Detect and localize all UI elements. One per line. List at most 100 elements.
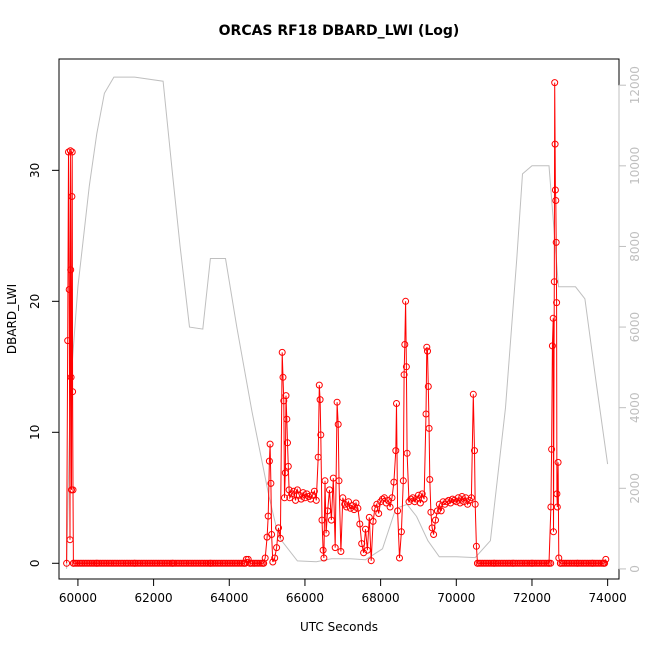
primary-series-point (428, 524, 436, 532)
primary-series-point (416, 499, 424, 507)
y-axis: 0 10 20 30 (28, 163, 60, 567)
secondary-series-layer (66, 76, 609, 569)
primary-series-point (314, 453, 322, 461)
primary-series-point (394, 507, 402, 515)
primary-series-point (409, 494, 417, 502)
x-tick-label: 66000 (286, 591, 324, 605)
primary-series-point (265, 457, 273, 465)
primary-series-point (283, 415, 291, 423)
primary-series-point (424, 383, 432, 390)
primary-series-point (334, 420, 342, 428)
primary-series-point (316, 396, 324, 404)
primary-series-point (471, 500, 479, 508)
secondary-series-line (66, 76, 609, 569)
primary-series-point (550, 278, 558, 286)
primary-series-point (267, 479, 275, 487)
primary-series-point (317, 431, 325, 439)
primary-series-point (329, 474, 337, 482)
primary-series-point (415, 491, 422, 499)
primary-series-point (548, 342, 556, 350)
y-tick-label: 20 (28, 294, 42, 309)
x-tick-label: 70000 (437, 591, 475, 605)
primary-series-point (452, 498, 460, 506)
primary-series-point (67, 266, 75, 274)
primary-series-point (553, 299, 561, 307)
primary-series-point (388, 494, 396, 502)
primary-series-point (371, 504, 379, 512)
primary-series-point (331, 544, 339, 552)
primary-series-point (402, 297, 410, 305)
primary-series-point (273, 544, 281, 552)
primary-series-point (464, 500, 472, 508)
primary-series-point (284, 439, 291, 447)
x-tick-label: 74000 (589, 591, 627, 605)
primary-series-point (392, 447, 400, 455)
primary-series-point (426, 476, 434, 483)
primary-series-point (319, 546, 327, 554)
primary-series-point (403, 449, 411, 457)
primary-series-point (63, 559, 71, 567)
primary-series-point (456, 499, 464, 507)
primary-series-point (337, 548, 345, 555)
primary-series-point (422, 410, 430, 418)
primary-series-line (66, 82, 607, 564)
primary-series-point (365, 513, 373, 521)
primary-series-point (548, 445, 556, 453)
primary-series-point (264, 512, 272, 520)
primary-series-point (552, 238, 560, 246)
y-axis-label: DBARD_LWI (5, 284, 19, 354)
y2-tick-label: 8000 (628, 231, 642, 262)
primary-series-point (427, 508, 435, 516)
primary-series-point (327, 516, 335, 524)
primary-series-point (375, 510, 383, 517)
primary-series-point (66, 147, 74, 155)
primary-series-point (362, 525, 369, 533)
primary-series-point (354, 504, 362, 512)
primary-series-point (324, 507, 332, 515)
primary-series-point (281, 494, 288, 502)
primary-series-point (424, 347, 431, 355)
y2-tick-label: 10000 (628, 147, 642, 185)
primary-series-point (281, 469, 289, 477)
primary-series-point (551, 79, 559, 87)
primary-series-point (390, 478, 398, 486)
primary-series-point (358, 540, 366, 548)
primary-series-point (425, 424, 433, 432)
primary-series-point (396, 554, 403, 562)
primary-series-point (69, 486, 77, 494)
primary-series-point (269, 558, 277, 566)
primary-series-point (68, 193, 76, 200)
primary-series-point (268, 531, 276, 538)
primary-series-point (310, 487, 318, 495)
primary-series-point (309, 491, 316, 499)
primary-series-point (333, 398, 341, 406)
primary-series-point (469, 390, 477, 398)
primary-series-point (312, 496, 320, 504)
primary-series-point (551, 186, 559, 194)
primary-series-point (393, 400, 400, 407)
primary-series-point (345, 498, 352, 506)
y-tick-label: 0 (28, 559, 42, 567)
primary-series-point (467, 494, 475, 502)
primary-series-point (315, 381, 323, 389)
x-axis: 60000 62000 64000 66000 68000 70000 72000 74000 (59, 578, 627, 605)
y-tick-label: 30 (28, 163, 42, 178)
primary-series-point (554, 458, 562, 466)
primary-series-point (367, 557, 375, 565)
primary-series-point (276, 534, 284, 542)
primary-series-point (339, 494, 347, 502)
y2-axis: 0 2000 4000 6000 8000 10000 12000 (618, 66, 642, 573)
primary-series-point (547, 559, 555, 567)
primary-series-point (397, 528, 405, 536)
primary-series-point (549, 314, 557, 322)
primary-series-point (321, 477, 329, 485)
primary-series-point (443, 498, 451, 506)
primary-series-point (278, 348, 286, 356)
primary-series-point (286, 494, 294, 502)
primary-series-point (399, 477, 407, 485)
primary-series-point (318, 516, 326, 524)
x-tick-label: 72000 (513, 591, 551, 605)
x-tick-label: 64000 (210, 591, 248, 605)
primary-series-point (320, 554, 328, 562)
